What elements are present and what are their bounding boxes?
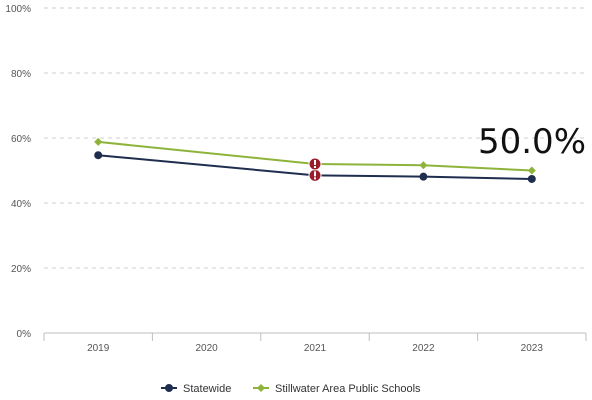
x-tick-label: 2022	[412, 343, 435, 354]
axis-layer: 0% 20% 40% 60% 80% 100% 2019 2020 2021 2022 2023	[5, 4, 587, 354]
legend-marker	[257, 384, 265, 392]
legend-marker	[165, 384, 173, 392]
y-tick-label: 80%	[11, 69, 31, 80]
legend: Statewide Stillwater Area Public Schools	[161, 383, 421, 395]
y-tick-label: 60%	[11, 134, 31, 145]
data-point[interactable]	[527, 174, 536, 183]
legend-label: Stillwater Area Public Schools	[275, 383, 421, 395]
series-layer	[98, 140, 532, 180]
data-point[interactable]	[419, 172, 428, 181]
x-tick-label: 2021	[304, 343, 327, 354]
data-point[interactable]	[527, 166, 536, 175]
value-callout: 50.0%	[478, 122, 586, 162]
y-tick-label: 0%	[17, 329, 32, 340]
y-tick-label: 40%	[11, 199, 31, 210]
y-tick-label: 20%	[11, 264, 31, 275]
grid-layer	[44, 7, 586, 269]
data-point[interactable]	[94, 151, 103, 160]
warning-icon[interactable]	[308, 168, 322, 182]
data-point[interactable]	[419, 161, 428, 170]
data-point[interactable]	[94, 137, 103, 146]
series-line	[98, 154, 532, 180]
warning-icon[interactable]	[308, 157, 322, 171]
legend-item[interactable]: Stillwater Area Public Schools	[253, 383, 421, 395]
y-tick-label: 100%	[5, 4, 31, 15]
x-tick-label: 2019	[87, 343, 110, 354]
x-tick-label: 2020	[195, 343, 218, 354]
series-line	[98, 140, 532, 172]
legend-label: Statewide	[183, 383, 231, 395]
x-tick-label: 2023	[521, 343, 544, 354]
legend-item[interactable]: Statewide	[161, 383, 231, 395]
warning-layer	[308, 157, 322, 182]
marker-layer	[94, 137, 536, 183]
